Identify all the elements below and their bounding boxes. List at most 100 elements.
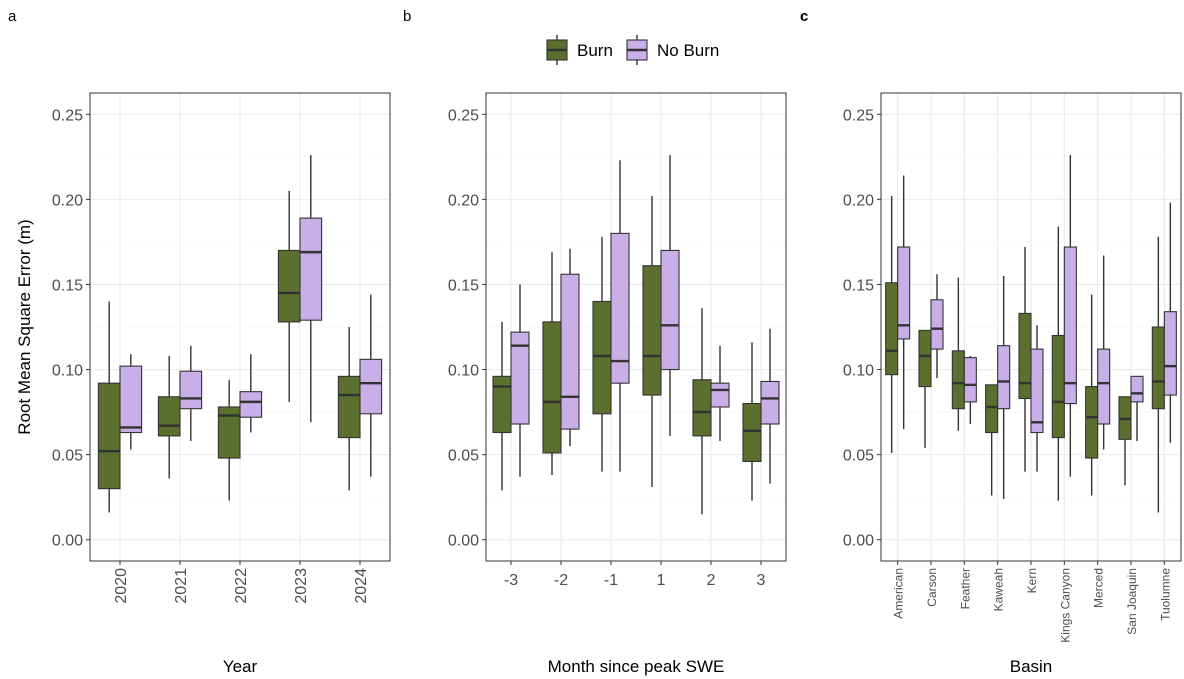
box-iqr	[119, 365, 143, 434]
box-iqr	[1018, 312, 1032, 400]
box-iqr	[239, 391, 263, 418]
boxplot	[1163, 202, 1177, 443]
box-iqr	[660, 249, 680, 371]
boxplot	[885, 195, 899, 453]
legend-key-noburn	[626, 35, 648, 65]
boxplot	[951, 277, 965, 431]
x-tick-label: Kern	[1025, 568, 1039, 593]
y-tick-label: 0.00	[52, 533, 83, 550]
box-iqr	[542, 321, 562, 454]
y-tick-label: 0.10	[448, 363, 479, 380]
y-tick-label: 0.00	[448, 533, 479, 550]
boxplot	[1018, 247, 1032, 472]
x-tick-label: 2022	[233, 568, 250, 604]
y-tick-label: 0.25	[52, 107, 83, 124]
x-tick-label: Tuolumne	[1158, 568, 1172, 621]
series-noburn	[119, 155, 383, 477]
box-iqr	[560, 273, 580, 430]
boxplot	[610, 160, 630, 472]
x-tick-label: 2023	[293, 568, 310, 604]
boxplot	[1063, 155, 1077, 477]
boxplot	[359, 294, 383, 477]
x-tick-label: -1	[604, 572, 618, 589]
boxplot	[997, 275, 1011, 499]
y-tick-label: 0.10	[843, 363, 874, 380]
box-iqr	[951, 350, 965, 410]
boxplot	[930, 274, 944, 379]
box-iqr	[1130, 375, 1144, 403]
boxplot	[1151, 236, 1165, 513]
x-tick-label: Kings Canyon	[1058, 568, 1072, 643]
boxplot	[157, 355, 181, 479]
x-tick-label: San Joaquin	[1125, 568, 1139, 635]
boxplot	[119, 354, 143, 450]
y-tick-label: 0.00	[843, 533, 874, 550]
box-iqr	[610, 232, 630, 384]
box-iqr	[97, 382, 121, 490]
panel-letter: a	[8, 8, 17, 25]
boxplot	[660, 155, 680, 436]
boxplot	[742, 342, 762, 501]
x-axis-title: Month since peak SWE	[548, 657, 725, 676]
box-iqr	[1030, 348, 1044, 434]
box-iqr	[299, 217, 323, 321]
series-burn	[97, 190, 361, 513]
box-iqr	[918, 329, 932, 388]
boxplot	[963, 355, 977, 425]
series-noburn	[510, 155, 780, 484]
legend-noburn-label: No Burn	[657, 41, 719, 60]
panel-letter: c	[800, 8, 808, 25]
box-iqr	[217, 406, 241, 459]
x-tick-label: Feather	[958, 568, 972, 609]
x-tick-label: 2	[707, 572, 716, 589]
x-tick-label: 3	[757, 572, 766, 589]
panel-c: 0.00 0.05 0.10 0.15 0.20 0.25 American Carson Fe…	[800, 8, 1182, 676]
boxplot	[1118, 396, 1132, 486]
series-burn	[885, 195, 1165, 513]
y-tick-label: 0.05	[448, 448, 479, 465]
x-tick-label: -3	[504, 572, 518, 589]
y-axis-title: Root Mean Square Error (m)	[15, 219, 34, 434]
boxplot	[277, 190, 301, 402]
y-tick-label: 0.20	[843, 192, 874, 209]
box-iqr	[642, 265, 662, 396]
boxplot	[592, 236, 612, 472]
y-tick-label: 0.25	[843, 107, 874, 124]
box-iqr	[1097, 348, 1111, 425]
x-tick-label: 2021	[173, 568, 190, 604]
y-tick-label: 0.20	[52, 192, 83, 209]
panels: 0.00 0.05 0.10 0.15 0.20 0.25 2020 2021 2022 2023…	[8, 8, 1182, 676]
y-tick-label: 0.20	[448, 192, 479, 209]
x-axis-title: Basin	[1010, 657, 1053, 676]
boxplot	[918, 329, 932, 448]
boxplot	[760, 328, 780, 484]
x-tick-label: Merced	[1092, 568, 1106, 608]
x-tick-label: 2024	[353, 568, 370, 604]
plot-frame	[485, 92, 787, 562]
boxplot	[179, 345, 203, 442]
boxplot	[299, 155, 323, 423]
box-iqr	[885, 282, 899, 376]
x-tick-label: Carson	[925, 568, 939, 607]
box-iqr	[1063, 246, 1077, 405]
box-iqr	[157, 396, 181, 437]
legend-burn-label: Burn	[577, 41, 613, 60]
box-iqr	[930, 299, 944, 350]
boxplot	[1130, 375, 1144, 442]
box-iqr	[760, 380, 780, 425]
series-noburn	[897, 155, 1177, 499]
box-iqr	[1151, 326, 1165, 410]
box-iqr	[710, 382, 730, 408]
box-iqr	[510, 331, 530, 425]
box-iqr	[997, 345, 1011, 410]
boxplot	[710, 345, 730, 442]
box-iqr	[592, 300, 612, 415]
y-tick-label: 0.15	[52, 277, 83, 294]
panel-b: 0.00 0.05 0.10 0.15 0.20 0.25 -3 -2 -1 1 2 3 Month s…	[403, 8, 787, 676]
boxplot	[692, 308, 712, 515]
x-tick-label: 2020	[113, 568, 130, 604]
box-iqr	[277, 249, 301, 323]
y-tick-label: 0.15	[448, 277, 479, 294]
boxplot	[510, 284, 530, 477]
